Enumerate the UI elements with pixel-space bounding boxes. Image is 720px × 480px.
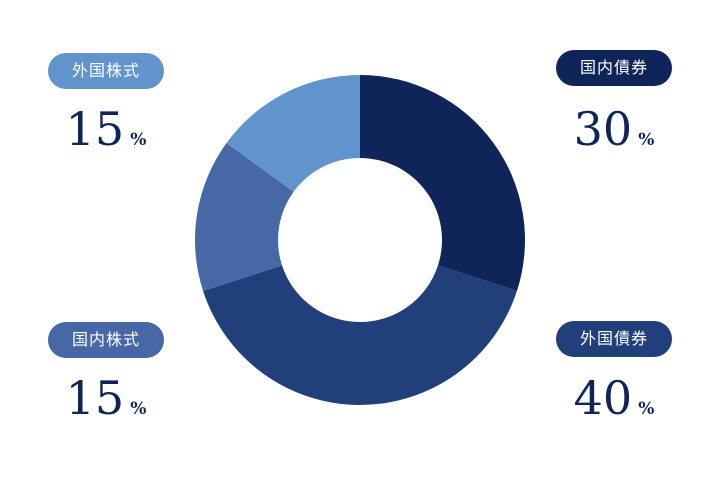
value-foreign-bonds-unit: % (638, 399, 655, 419)
label-pill-foreign-bonds: 外国債券 (556, 321, 672, 357)
donut-slice-foreign-stocks (226, 75, 360, 192)
value-foreign-stocks-number: 15 (65, 102, 125, 156)
value-foreign-bonds: 40% (556, 372, 672, 435)
value-foreign-stocks: 15% (48, 103, 164, 166)
value-domestic-bonds-number: 30 (573, 102, 633, 156)
label-pill-domestic-bonds: 国内債券 (556, 50, 672, 86)
value-domestic-stocks-unit: % (130, 399, 147, 419)
value-domestic-bonds-unit: % (638, 130, 655, 150)
value-domestic-stocks: 15% (48, 372, 164, 435)
label-pill-domestic-stocks: 国内株式 (48, 322, 164, 358)
value-domestic-stocks-number: 15 (65, 371, 125, 425)
donut-slice-domestic-stocks (195, 143, 294, 291)
donut-slice-domestic-bonds (360, 75, 525, 291)
label-pill-foreign-stocks: 外国株式 (48, 53, 164, 89)
donut-slice-foreign-bonds (203, 265, 517, 405)
value-domestic-bonds: 30% (556, 103, 672, 166)
value-foreign-bonds-number: 40 (573, 371, 633, 425)
value-foreign-stocks-unit: % (130, 130, 147, 150)
